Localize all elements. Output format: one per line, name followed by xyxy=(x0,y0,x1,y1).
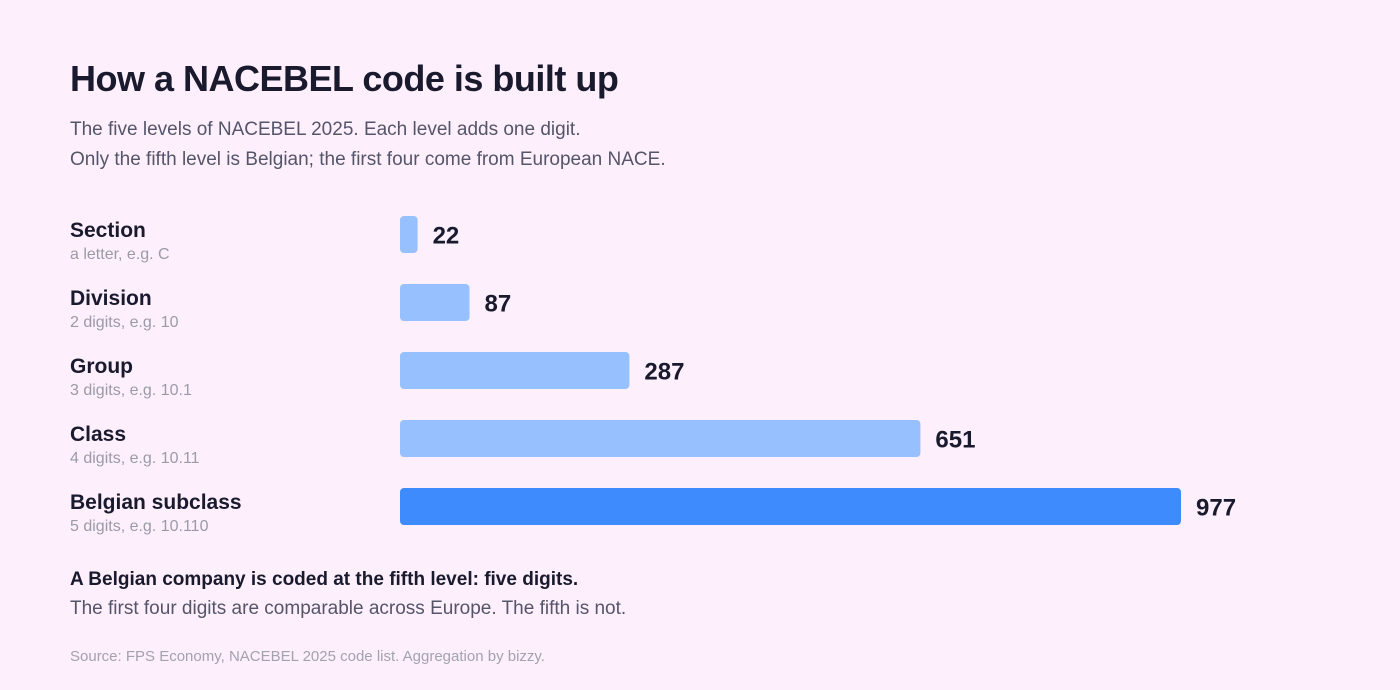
bar-value-label: 287 xyxy=(644,359,684,386)
bar-belgian-subclass xyxy=(400,488,1181,525)
bar-value-label: 87 xyxy=(485,291,512,318)
bar-section xyxy=(400,216,418,253)
category-description: 3 digits, e.g. 10.1 xyxy=(70,382,192,399)
row-label-section: Section a letter, e.g. C xyxy=(70,219,170,265)
row-label-group: Group 3 digits, e.g. 10.1 xyxy=(70,355,192,401)
source-note: Source: FPS Economy, NACEBEL 2025 code l… xyxy=(70,648,545,665)
category-label: Class xyxy=(70,423,127,446)
category-label: Belgian subclass xyxy=(70,491,242,514)
bar-class xyxy=(400,420,921,457)
chart-subtitle-line-2: Only the fifth level is Belgian; the fir… xyxy=(70,149,666,170)
chart-title: How a NACEBEL code is built up xyxy=(70,58,619,99)
chart-subtitle-line-1: The five levels of NACEBEL 2025. Each le… xyxy=(70,119,581,140)
takeaway-heading: A Belgian company is coded at the fifth … xyxy=(70,569,579,590)
takeaway-note: The first four digits are comparable acr… xyxy=(70,598,627,619)
category-label: Division xyxy=(70,287,152,310)
bar-division xyxy=(400,284,470,321)
category-description: 5 digits, e.g. 10.110 xyxy=(70,518,209,535)
row-label-division: Division 2 digits, e.g. 10 xyxy=(70,287,179,333)
bar-group xyxy=(400,352,630,389)
category-label: Section xyxy=(70,219,146,242)
category-description: 4 digits, e.g. 10.11 xyxy=(70,450,200,467)
bar-value-label: 977 xyxy=(1196,495,1236,522)
bar-value-label: 651 xyxy=(935,427,975,454)
row-label-belgian-subclass: Belgian subclass 5 digits, e.g. 10.110 xyxy=(70,491,242,537)
category-label: Group xyxy=(70,355,133,378)
category-description: a letter, e.g. C xyxy=(70,246,170,263)
category-description: 2 digits, e.g. 10 xyxy=(70,314,179,331)
row-label-class: Class 4 digits, e.g. 10.11 xyxy=(70,423,200,469)
bar-value-label: 22 xyxy=(433,223,460,250)
